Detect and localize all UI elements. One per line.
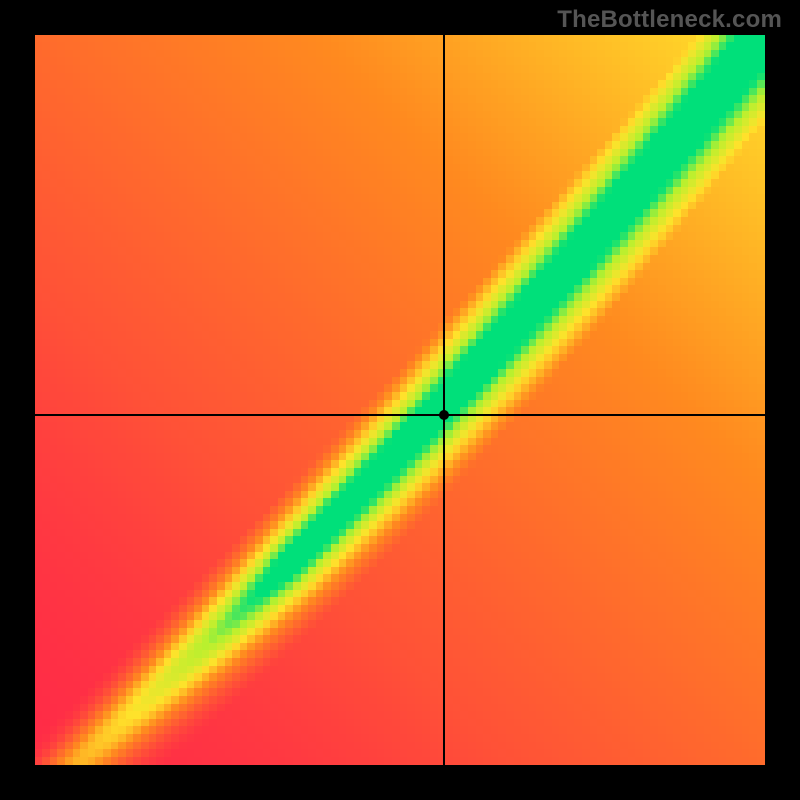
crosshair-vertical [443, 35, 445, 765]
heatmap-plot [35, 35, 765, 765]
watermark-text: TheBottleneck.com [557, 6, 782, 34]
crosshair-horizontal [35, 414, 765, 416]
heatmap-canvas [35, 35, 765, 765]
marker-dot [439, 410, 449, 420]
